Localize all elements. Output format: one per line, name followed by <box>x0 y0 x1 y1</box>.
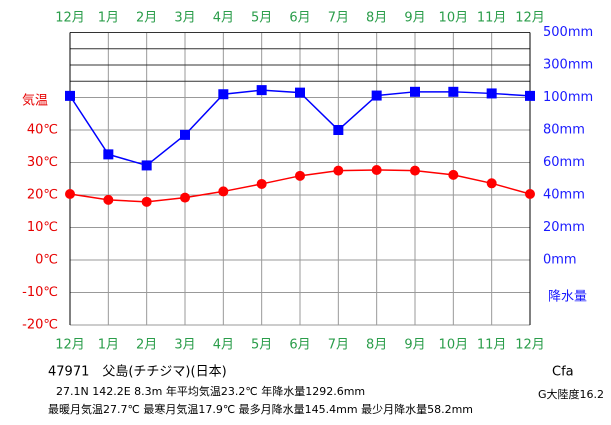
marker <box>295 87 305 98</box>
marker <box>371 90 382 101</box>
marker <box>103 194 114 205</box>
y2-tick-label: 0mm <box>543 253 577 268</box>
continentality: G大陸度16.2 <box>538 387 604 401</box>
y2-tick-label: 60mm <box>543 155 585 170</box>
marker <box>448 86 459 97</box>
marker <box>295 170 305 181</box>
marker <box>333 125 344 135</box>
y2-tick-label: 80mm <box>543 123 585 138</box>
x-tick-label: 5月 <box>251 338 272 353</box>
x-tick-label: 3月 <box>174 338 195 353</box>
x-tick-label: 10月 <box>439 338 469 353</box>
y2-tick-label: 20mm <box>543 220 585 235</box>
y2-tick-label: 100mm <box>543 90 593 105</box>
marker <box>141 196 152 207</box>
marker <box>486 88 497 99</box>
y2-tick-label: 500mm <box>543 25 593 40</box>
info-line: 最暖月気温27.7℃ 最寒月気温17.9℃ 最多月降水量145.4mm 最少月降… <box>48 402 473 416</box>
x-tick-label: 7月 <box>328 11 349 26</box>
marker <box>65 189 75 200</box>
x-tick-label: 2月 <box>136 11 157 26</box>
marker <box>180 192 190 203</box>
climate-class: Cfa <box>552 365 574 380</box>
marker <box>256 85 267 96</box>
x-tick-label: 12月 <box>55 338 85 353</box>
y-axis-label: 気温 <box>22 93 48 109</box>
marker <box>141 160 152 171</box>
x-tick-label: 12月 <box>515 11 545 26</box>
x-tick-label: 12月 <box>515 338 545 353</box>
marker <box>371 164 382 175</box>
y-tick-label: -10℃ <box>22 285 58 300</box>
x-tick-label: 10月 <box>439 11 469 26</box>
x-tick-label: 11月 <box>477 11 507 26</box>
marker <box>103 149 114 160</box>
x-tick-label: 2月 <box>136 338 157 353</box>
x-tick-label: 6月 <box>289 338 310 353</box>
x-tick-label: 4月 <box>213 338 234 353</box>
marker <box>333 165 344 176</box>
y2-tick-label: 40mm <box>543 188 585 203</box>
marker <box>410 165 420 176</box>
x-tick-label: 8月 <box>366 11 387 26</box>
y2-axis-label: 降水量 <box>548 290 587 305</box>
x-tick-label: 9月 <box>404 11 425 26</box>
x-tick-label: 11月 <box>477 338 507 353</box>
x-tick-label: 6月 <box>289 11 310 26</box>
x-tick-label: 8月 <box>366 338 387 353</box>
x-tick-label: 1月 <box>98 11 119 26</box>
y-tick-label: -20℃ <box>22 318 58 333</box>
marker <box>65 90 75 101</box>
info-line: 27.1N 142.2E 8.3m 年平均気温23.2℃ 年降水量1292.6m… <box>56 384 365 398</box>
x-tick-label: 5月 <box>251 11 272 26</box>
marker <box>448 169 459 180</box>
marker <box>218 186 229 197</box>
x-tick-label: 1月 <box>98 338 119 353</box>
marker <box>180 129 190 140</box>
x-tick-label: 3月 <box>174 11 195 26</box>
x-tick-label: 12月 <box>55 11 85 26</box>
marker <box>410 86 420 97</box>
marker <box>486 178 497 189</box>
marker <box>525 90 535 101</box>
marker <box>256 178 267 189</box>
y2-tick-label: 300mm <box>543 58 593 73</box>
y-tick-label: 40℃ <box>27 123 58 138</box>
y-tick-label: 10℃ <box>27 220 58 235</box>
x-tick-label: 4月 <box>213 11 234 26</box>
x-tick-label: 7月 <box>328 338 349 353</box>
x-tick-label: 9月 <box>404 338 425 353</box>
marker <box>218 89 229 100</box>
y-tick-label: 30℃ <box>27 155 58 170</box>
marker <box>525 189 535 200</box>
station: 47971 父島(チチジマ)(日本) <box>48 365 227 380</box>
y-tick-label: 0℃ <box>35 253 58 268</box>
y-tick-label: 20℃ <box>27 188 58 203</box>
